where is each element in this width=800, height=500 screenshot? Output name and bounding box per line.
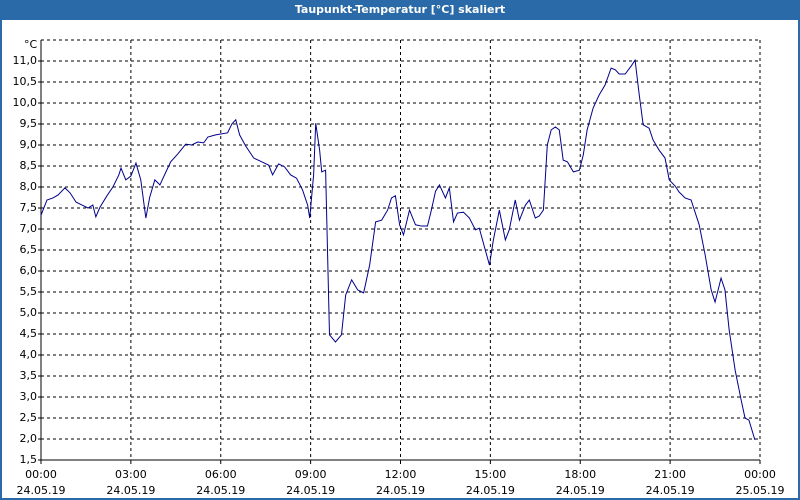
x-tick-label: 00:00: [744, 468, 776, 481]
y-tick-label: 2,5: [20, 411, 38, 424]
y-tick-label: 1,5: [20, 453, 38, 466]
y-tick-label: 4,0: [20, 348, 38, 361]
y-tick-label: 5,5: [20, 285, 38, 298]
data-line: [40, 58, 756, 440]
y-tick-label: 10,5: [13, 75, 38, 88]
y-tick-label: 6,0: [20, 264, 38, 277]
x-tick-label: 09:00: [295, 468, 327, 481]
x-tick-label: 24.05.19: [196, 484, 245, 497]
x-tick-label: 24.05.19: [466, 484, 515, 497]
x-tick-label: 21:00: [654, 468, 686, 481]
x-tick-label: 24.05.19: [17, 484, 66, 497]
x-tick-label: 25.05.19: [736, 484, 785, 497]
x-tick-label: 24.05.19: [646, 484, 695, 497]
x-tick-label: 24.05.19: [106, 484, 155, 497]
y-tick-label: 3,5: [20, 369, 38, 382]
y-tick-label: 9,5: [20, 117, 38, 130]
x-tick-label: 12:00: [385, 468, 417, 481]
y-tick-label: 8,0: [20, 180, 38, 193]
x-tick-label: 00:00: [25, 468, 57, 481]
y-tick-label: 9,0: [20, 138, 38, 151]
y-tick-label: 11,0: [13, 54, 38, 67]
y-tick-label: 2,0: [20, 432, 38, 445]
x-tick-label: 24.05.19: [286, 484, 335, 497]
chart-title: Taupunkt-Temperatur [°C] skaliert: [295, 3, 505, 16]
x-tick-label: 24.05.19: [376, 484, 425, 497]
y-tick-label: 10,0: [13, 96, 38, 109]
y-tick-label: 8,5: [20, 159, 38, 172]
y-tick-label: 4,5: [20, 327, 38, 340]
x-tick-label: 03:00: [115, 468, 147, 481]
x-tick-label: 18:00: [564, 468, 596, 481]
x-tick-label: 24.05.19: [556, 484, 605, 497]
y-tick-label: 5,0: [20, 306, 38, 319]
x-tick-label: 06:00: [205, 468, 237, 481]
y-tick-label: 6,5: [20, 243, 38, 256]
y-tick-label: 7,5: [20, 201, 38, 214]
y-tick-label: 3,0: [20, 390, 38, 403]
y-tick-label: 7,0: [20, 222, 38, 235]
y-unit: °C: [24, 38, 38, 51]
x-tick-label: 15:00: [475, 468, 507, 481]
